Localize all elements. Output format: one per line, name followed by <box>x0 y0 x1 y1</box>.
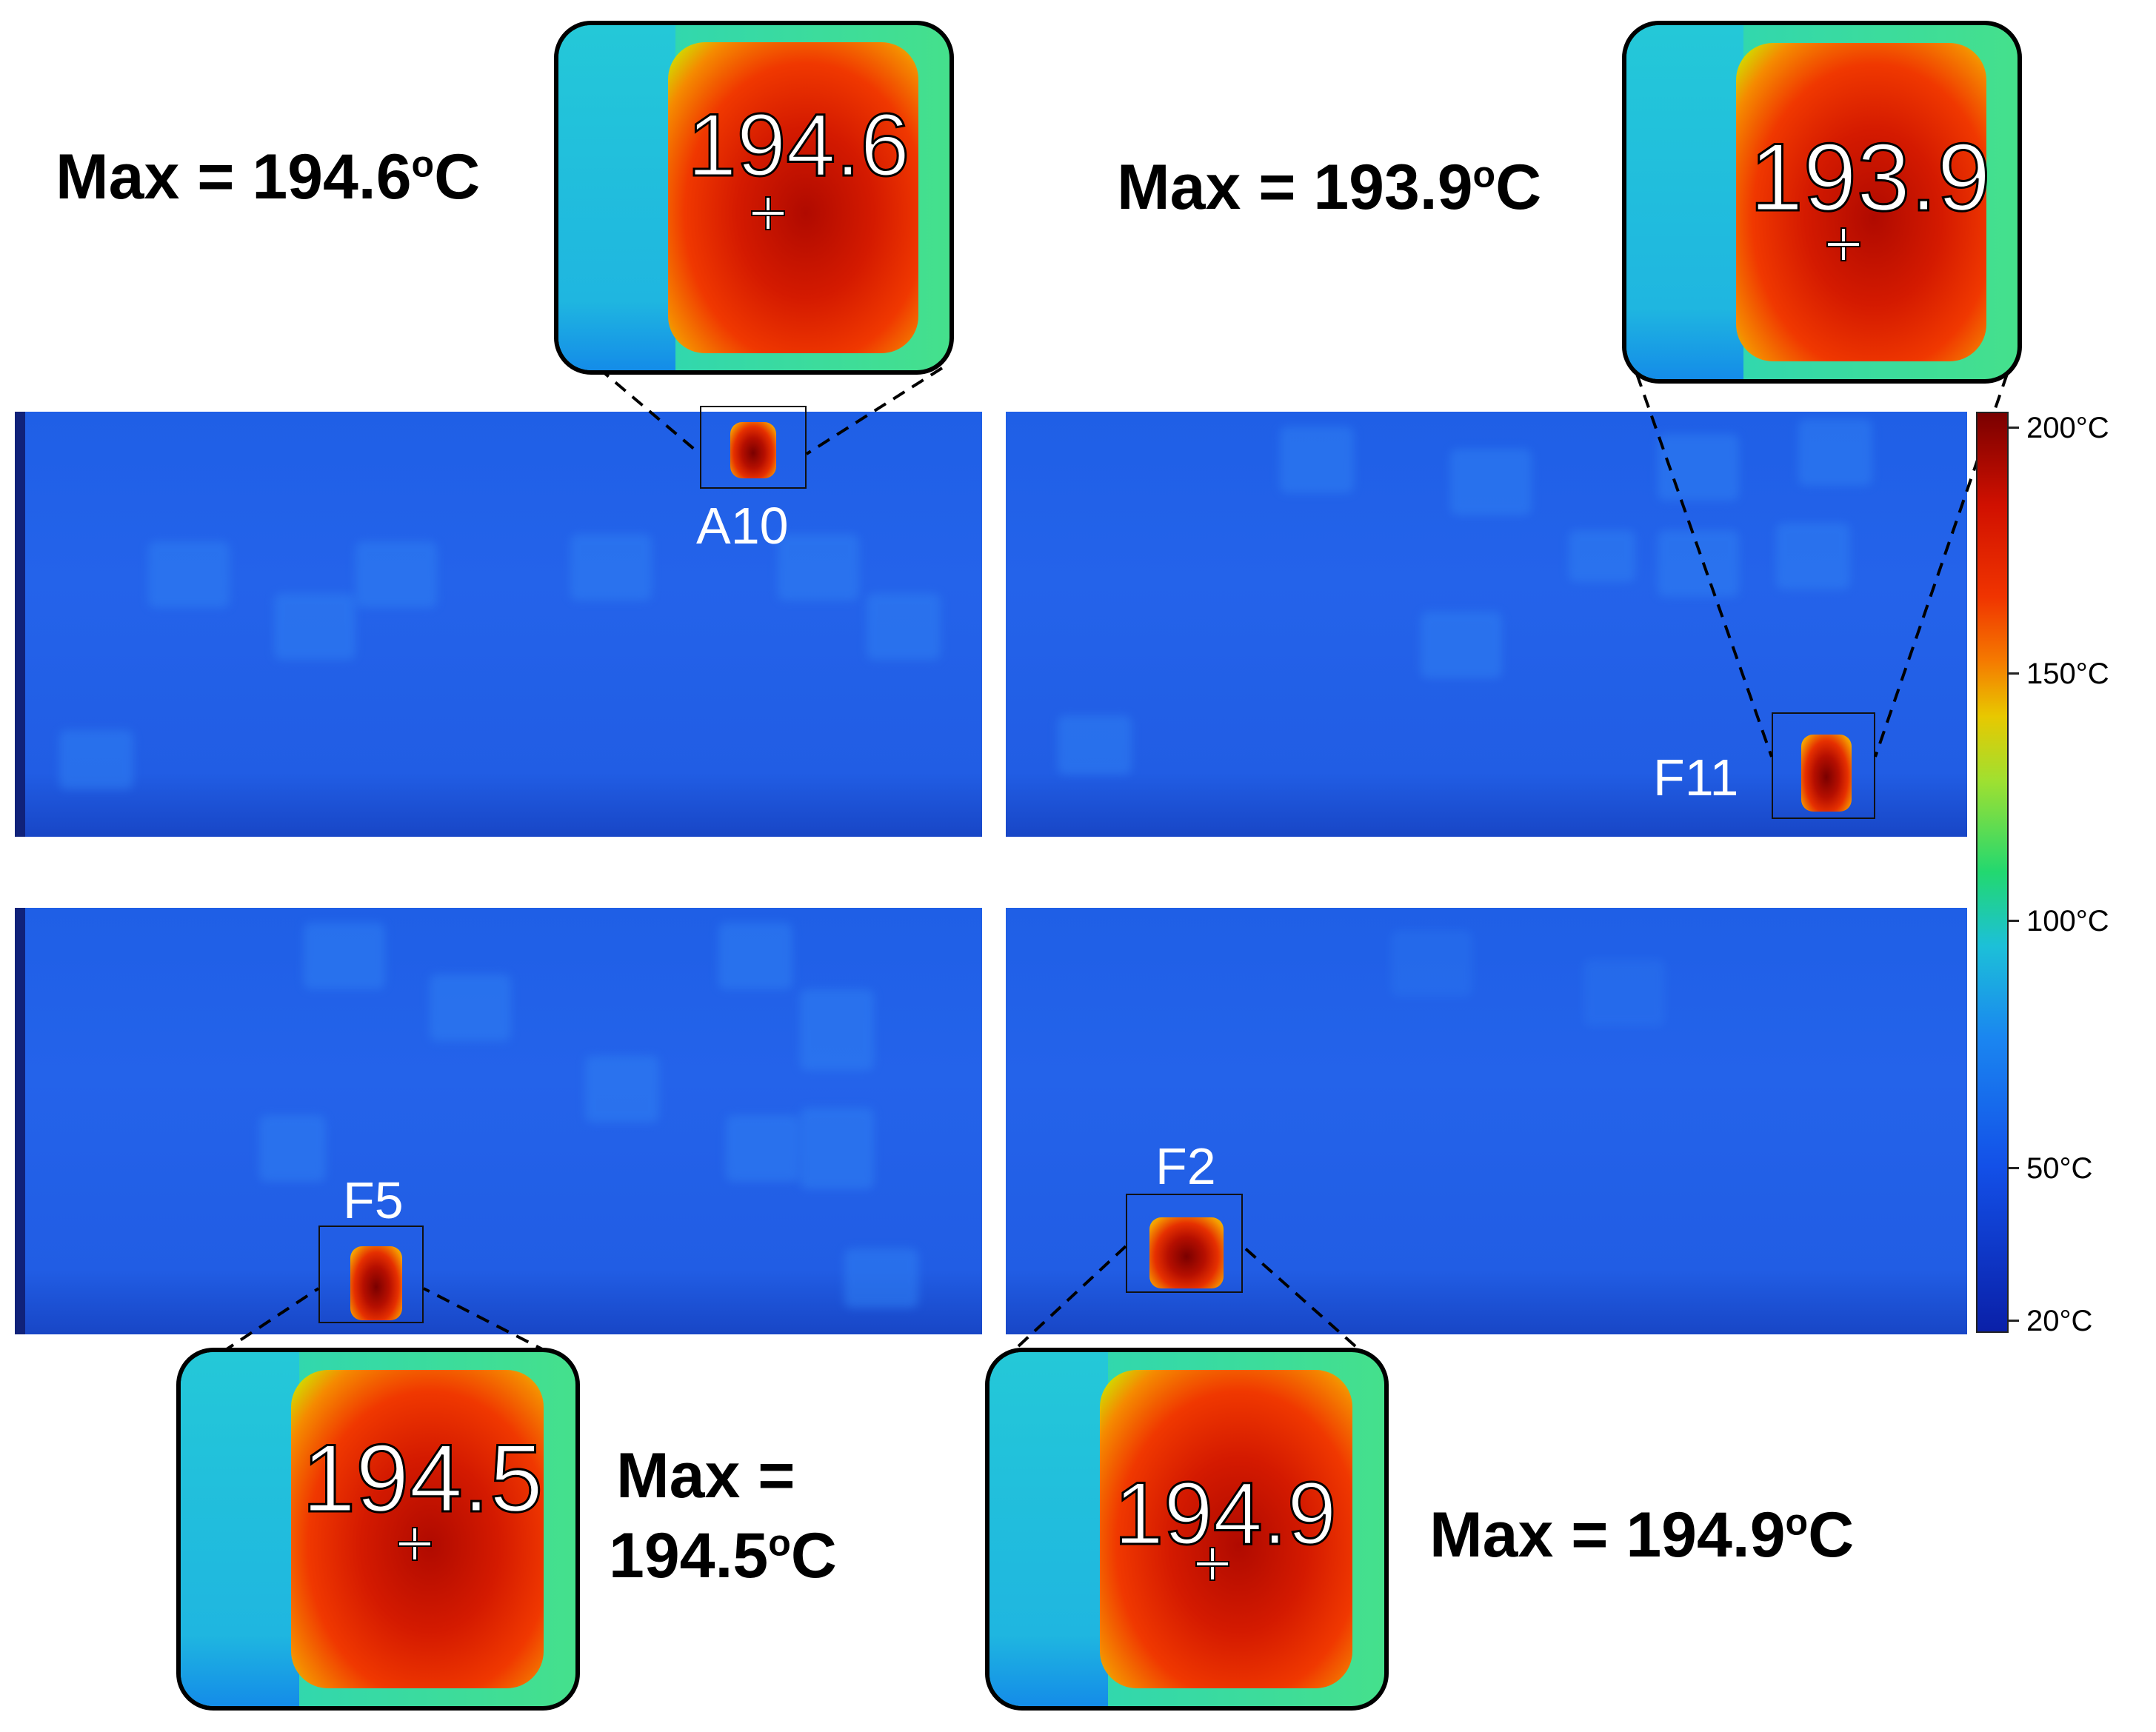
degree-sign: o <box>1472 153 1496 195</box>
thermal-panel-bottom-left <box>15 908 982 1334</box>
panel-label-f11: F11 <box>1653 749 1739 806</box>
panel-label-f2: F2 <box>1155 1137 1216 1195</box>
hotspot-box-f11 <box>1772 712 1875 819</box>
zoom-value-f5: 194.5 <box>301 1424 544 1532</box>
zoom-value-f2: 194.9 <box>1113 1464 1338 1563</box>
max-prefix: Max = <box>1429 1499 1626 1571</box>
zoom-value-a10: 194.6 <box>686 96 910 195</box>
max-value: 194.5 <box>609 1519 769 1591</box>
crosshair-icon <box>1828 229 1859 260</box>
hotspot-box-a10 <box>700 406 807 489</box>
zoom-inset-a10: 194.6 <box>554 21 954 375</box>
max-annotation-f5: Max = 194.5oC <box>609 1437 837 1596</box>
degree-sign: o <box>411 143 435 185</box>
max-value: 193.9 <box>1313 152 1473 223</box>
max-annotation-f11: Max = 193.9oC <box>1117 152 1542 223</box>
max-prefix: Max = <box>1117 152 1314 223</box>
hotspot-box-f2 <box>1126 1194 1243 1293</box>
max-value: 194.6 <box>252 141 412 213</box>
zoom-inset-f2: 194.9 <box>985 1348 1389 1711</box>
scale-tick <box>2007 427 2019 429</box>
scale-tick <box>2007 920 2019 922</box>
crosshair-icon <box>399 1528 430 1559</box>
zoom-value-f11: 193.9 <box>1749 123 1992 231</box>
max-annotation-f2: Max = 194.9oC <box>1429 1499 1855 1571</box>
max-prefix: Max = <box>56 141 253 213</box>
panel-label-a10: A10 <box>696 497 789 555</box>
thermal-panel-bottom-right <box>1006 908 1967 1334</box>
zoom-inset-f5: 194.5 <box>176 1348 580 1711</box>
crosshair-icon <box>752 198 784 229</box>
max-value: 194.9 <box>1626 1499 1786 1571</box>
zoom-inset-f11: 193.9 <box>1622 21 2022 384</box>
max-prefix: Max = <box>616 1440 795 1511</box>
scale-tick <box>2007 1167 2019 1169</box>
degree-sign: o <box>1785 1501 1809 1543</box>
hotspot-box-f5 <box>318 1226 424 1323</box>
scale-label-50: 50°C <box>2026 1152 2093 1185</box>
scale-tick <box>2007 672 2019 675</box>
temperature-color-scale <box>1976 412 2009 1333</box>
scale-label-100: 100°C <box>2026 905 2109 937</box>
thermal-panel-top-left <box>15 412 982 837</box>
scale-label-20: 20°C <box>2026 1305 2093 1337</box>
scale-label-150: 150°C <box>2026 658 2109 690</box>
panel-label-f5: F5 <box>343 1171 404 1229</box>
scale-tick <box>2007 1320 2019 1322</box>
degree-sign: o <box>768 1521 791 1563</box>
max-annotation-a10: Max = 194.6oC <box>56 141 481 213</box>
crosshair-icon <box>1197 1548 1228 1579</box>
scale-label-200: 200°C <box>2026 412 2109 444</box>
